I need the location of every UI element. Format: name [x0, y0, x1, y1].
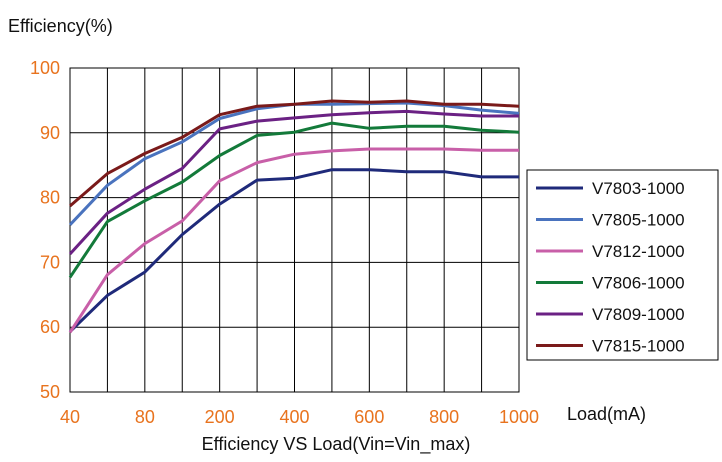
legend-label: V7805-1000: [592, 211, 685, 230]
y-tick-label: 90: [40, 123, 60, 143]
chart-caption: Efficiency VS Load(Vin=Vin_max): [202, 434, 471, 455]
x-tick-label: 400: [279, 407, 309, 427]
series-line-v7812-1000: [68, 147, 519, 334]
y-axis-label: Efficiency(%): [8, 16, 113, 36]
x-tick-label: 800: [429, 407, 459, 427]
tick-labels: 50 60 70 80 90 100 40 80 200 400 600 800 1000: [30, 58, 539, 427]
legend-label: V7806-1000: [592, 274, 685, 293]
x-tick-label: 1000: [499, 407, 539, 427]
series-line-v7809-1000: [68, 109, 519, 256]
legend-label: V7815-1000: [592, 337, 685, 356]
series-line-v7815-1000: [69, 99, 520, 208]
series-layer: [68, 99, 520, 334]
legend-box: [526, 169, 719, 361]
legend-label: V7812-1000: [592, 242, 685, 261]
legend-label: V7803-1000: [592, 179, 685, 198]
y-tick-label: 100: [30, 58, 60, 78]
legend: V7803-1000 V7805-1000 V7812-1000 V7806-1000…: [526, 169, 719, 361]
x-tick-label: 80: [135, 407, 155, 427]
y-tick-label: 70: [40, 252, 60, 272]
x-tick-label: 600: [354, 407, 384, 427]
legend-items: V7803-1000 V7805-1000 V7812-1000 V7806-1000…: [536, 179, 685, 356]
series-line-v7803-1000: [68, 168, 519, 333]
y-tick-label: 60: [40, 317, 60, 337]
x-tick-label: 40: [60, 407, 80, 427]
series-line-v7806-1000: [68, 121, 520, 279]
y-tick-label: 50: [40, 382, 60, 402]
legend-label: V7809-1000: [592, 305, 685, 324]
x-axis-label: Load(mA): [567, 404, 646, 424]
y-tick-label: 80: [40, 188, 60, 208]
x-tick-label: 200: [205, 407, 235, 427]
